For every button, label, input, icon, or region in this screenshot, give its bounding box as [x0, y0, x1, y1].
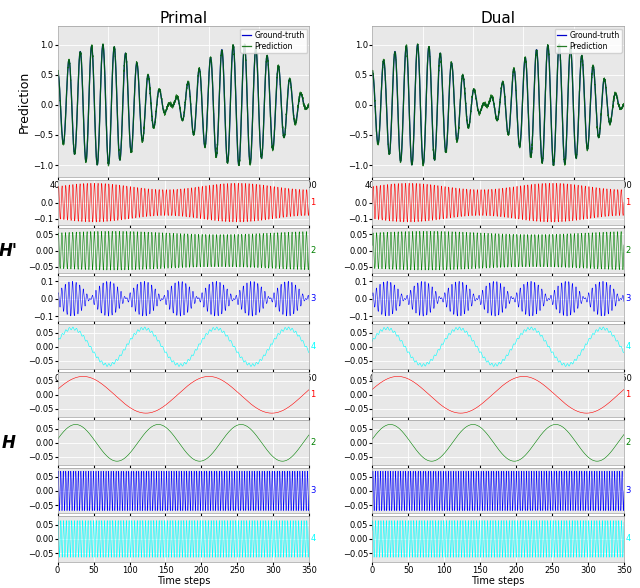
- Ground-truth: [170, 102, 177, 109]
- Text: 1: 1: [310, 198, 316, 207]
- Prediction: [298, 92, 306, 99]
- Ground-truth: [54, 69, 61, 76]
- Ground-truth: [491, 106, 499, 113]
- Ground-truth: [305, 101, 313, 108]
- Prediction: [567, 45, 575, 52]
- Ground-truth: [67, 71, 74, 78]
- Text: 2: 2: [625, 246, 630, 255]
- Prediction: [298, 94, 306, 101]
- Prediction: [305, 102, 313, 109]
- Text: 3: 3: [625, 294, 630, 303]
- Prediction: [381, 72, 389, 79]
- Ground-truth: [620, 101, 628, 108]
- Ground-truth: [613, 93, 621, 101]
- Text: 4: 4: [310, 534, 316, 543]
- Prediction: [67, 72, 74, 79]
- X-axis label: Time steps: Time steps: [472, 576, 525, 586]
- X-axis label: Time steps: Time steps: [157, 576, 210, 586]
- Text: 1: 1: [625, 198, 630, 207]
- Line: Ground-truth: Ground-truth: [372, 45, 624, 165]
- Prediction: [177, 105, 184, 112]
- Text: 3: 3: [625, 486, 630, 495]
- Y-axis label: H': H': [0, 242, 18, 260]
- Ground-truth: [414, 41, 422, 48]
- Prediction: [620, 102, 628, 109]
- Title: Primal: Primal: [159, 11, 207, 26]
- Ground-truth: [298, 93, 306, 100]
- Ground-truth: [252, 45, 260, 52]
- Line: Prediction: Prediction: [372, 44, 624, 166]
- Text: 2: 2: [310, 438, 316, 447]
- Title: Dual: Dual: [481, 11, 516, 26]
- Legend: Ground-truth, Prediction: Ground-truth, Prediction: [240, 29, 307, 53]
- Legend: Ground-truth, Prediction: Ground-truth, Prediction: [555, 29, 621, 53]
- Prediction: [369, 67, 376, 74]
- Line: Ground-truth: Ground-truth: [58, 45, 309, 165]
- Text: 3: 3: [310, 486, 316, 495]
- Text: 4: 4: [625, 342, 630, 351]
- Prediction: [491, 105, 499, 112]
- X-axis label: Time steps: Time steps: [472, 192, 525, 202]
- Ground-truth: [484, 102, 492, 109]
- Text: 2: 2: [625, 438, 630, 447]
- Text: 1: 1: [625, 390, 630, 399]
- Ground-truth: [567, 45, 575, 52]
- Text: 3: 3: [310, 294, 316, 303]
- Ground-truth: [550, 162, 557, 169]
- Prediction: [170, 101, 177, 108]
- Ground-truth: [613, 93, 621, 100]
- X-axis label: Time steps: Time steps: [472, 384, 525, 394]
- Prediction: [613, 92, 621, 99]
- Prediction: [484, 101, 492, 108]
- X-axis label: Time steps: Time steps: [157, 192, 210, 202]
- Prediction: [419, 162, 427, 169]
- Ground-truth: [176, 106, 184, 113]
- Prediction: [613, 94, 621, 101]
- Y-axis label: H: H: [2, 434, 15, 452]
- Line: Prediction: Prediction: [58, 44, 309, 166]
- Prediction: [414, 41, 422, 48]
- Y-axis label: Prediction: Prediction: [17, 71, 31, 133]
- Ground-truth: [369, 69, 376, 76]
- Text: 4: 4: [310, 342, 316, 351]
- Ground-truth: [381, 71, 389, 78]
- X-axis label: Time steps: Time steps: [157, 384, 210, 394]
- Prediction: [54, 67, 61, 74]
- Ground-truth: [235, 162, 243, 169]
- Ground-truth: [99, 41, 107, 48]
- Text: 2: 2: [310, 246, 316, 255]
- Prediction: [104, 162, 112, 169]
- Ground-truth: [298, 93, 306, 101]
- Text: 1: 1: [310, 390, 316, 399]
- Text: 4: 4: [625, 534, 630, 543]
- Prediction: [99, 41, 107, 48]
- Prediction: [252, 45, 260, 52]
